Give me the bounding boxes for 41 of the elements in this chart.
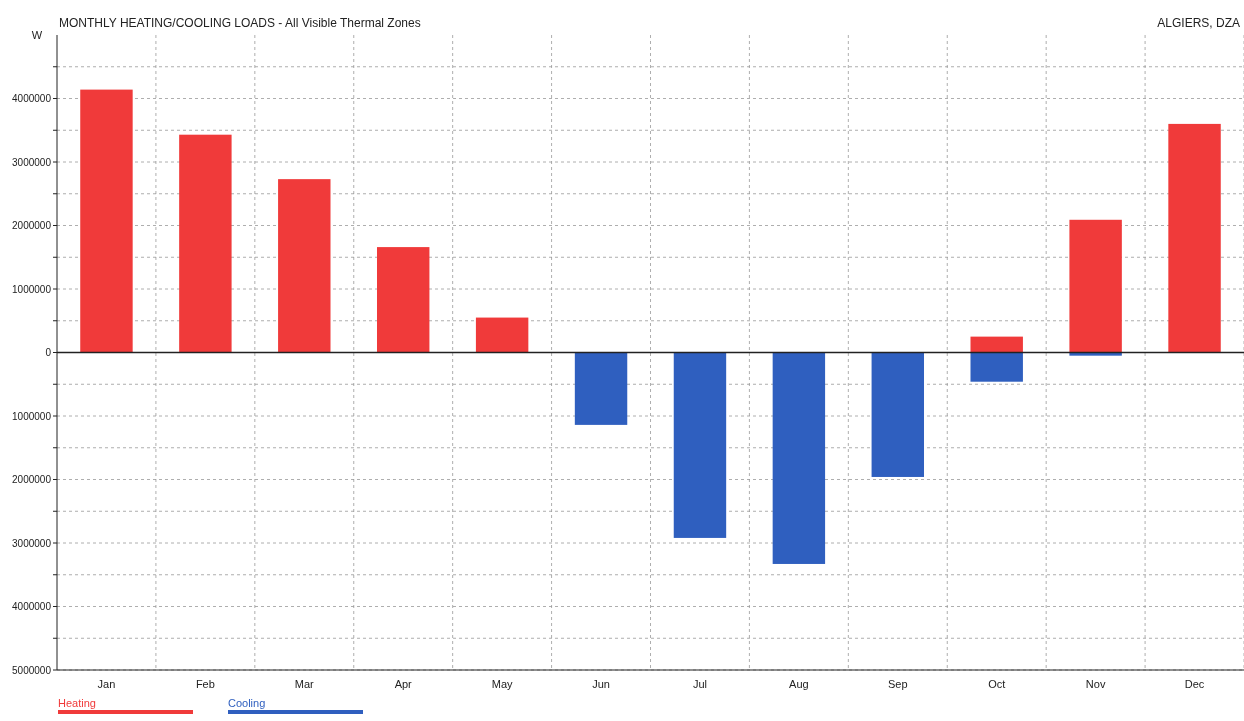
bar: [970, 336, 1023, 353]
bar: [970, 352, 1023, 382]
bar: [1069, 352, 1122, 356]
y-tick-label: 4000000: [12, 93, 52, 104]
bar: [871, 352, 924, 477]
bar: [574, 352, 628, 425]
x-tick-label: Sep: [888, 678, 908, 690]
y-tick-label: 0: [45, 347, 52, 358]
y-tick-label: 3000000: [12, 537, 52, 549]
y-tick-label: 5000000: [12, 664, 52, 676]
chart-title: MONTHLY HEATING/COOLING LOADS - All Visible Thermal Zones: [59, 16, 421, 30]
x-tick-label: Nov: [1085, 678, 1106, 690]
x-tick-label: Mar: [294, 678, 315, 690]
y-tick-label: 1000000: [12, 283, 52, 295]
text: Cooling: [228, 697, 266, 709]
bar: [1069, 219, 1122, 353]
x-tick-label: Oct: [988, 678, 1006, 690]
bar: [673, 352, 727, 538]
x-tick-label: Jan: [97, 678, 116, 690]
bar: [1168, 123, 1221, 353]
x-tick-label: Apr: [394, 678, 413, 690]
x-tick-label: Dec: [1184, 678, 1205, 690]
x-tick-label: May: [491, 678, 514, 690]
y-axis-title: W: [31, 29, 43, 41]
bar: [80, 89, 133, 353]
x-tick-label: Aug: [789, 678, 809, 690]
bar: [179, 134, 232, 353]
y-tick-label: 4000000: [12, 601, 52, 612]
y-tick-label: 2000000: [12, 474, 52, 485]
text: Heating: [58, 697, 96, 709]
bar: [278, 179, 331, 353]
y-tick-label: 2000000: [12, 220, 52, 231]
bar: [377, 247, 430, 353]
x-tick-label: Feb: [195, 678, 215, 690]
x-tick-label: Jul: [692, 678, 707, 690]
x-tick-label: Jun: [592, 678, 610, 690]
chart-subtitle: ALGIERS, DZA: [1157, 16, 1240, 30]
bar: [475, 317, 529, 353]
bar: [772, 352, 826, 564]
y-tick-label: 3000000: [12, 156, 52, 168]
y-tick-label: 1000000: [12, 410, 52, 422]
